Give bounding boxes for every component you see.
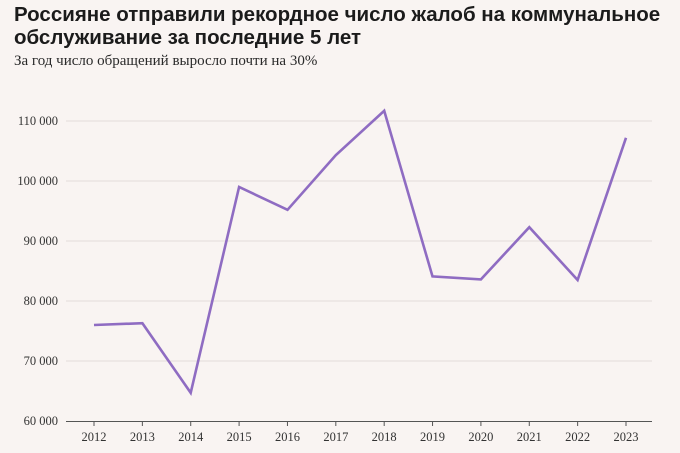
x-tick-label: 2014 (178, 430, 204, 444)
x-tick-label: 2019 (420, 430, 445, 444)
x-tick-label: 2012 (82, 430, 107, 444)
y-tick-label: 100 000 (17, 174, 58, 188)
x-tick-label: 2022 (565, 430, 590, 444)
grid-lines (66, 120, 652, 362)
series-lines (93, 108, 628, 396)
y-tick-label: 70 000 (24, 354, 58, 368)
x-tick-label: 2018 (372, 430, 397, 444)
x-tick-label: 2013 (130, 430, 155, 444)
x-tick-label: 2015 (227, 430, 252, 444)
y-tick-label: 80 000 (24, 294, 58, 308)
y-tick-label: 110 000 (18, 114, 58, 128)
y-tick-label: 60 000 (24, 414, 58, 428)
chart-title: Россияне отправили рекордное число жалоб… (14, 3, 661, 49)
y-tick-label: 90 000 (24, 234, 58, 248)
x-tick-label: 2020 (468, 430, 493, 444)
x-tick-label: 2016 (275, 430, 300, 444)
y-axis-ticks: 60 000 70 000 80 000 90 000 100 000 110 000 (17, 114, 58, 428)
x-tick-label: 2017 (323, 430, 348, 444)
chart-subtitle: За год число обращений выросло почти на … (14, 53, 318, 69)
x-tick-label: 2023 (614, 430, 639, 444)
x-tick-label: 2021 (517, 430, 542, 444)
series-line-0 (93, 108, 628, 396)
x-axis-ticks: 2012 2013 2014 2015 2016 2017 2018 2019 2020 2021… (82, 421, 639, 444)
